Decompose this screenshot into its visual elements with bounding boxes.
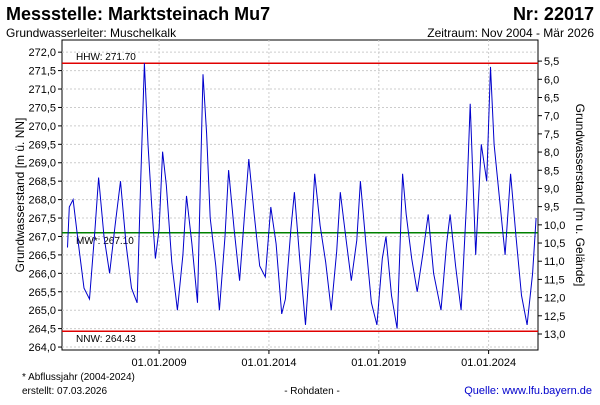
y2-tick-label: 12,5 (544, 311, 565, 323)
plot-area (61, 39, 539, 351)
y-tick-label: 269,5 (28, 139, 56, 151)
y2-tick-label: 10,0 (544, 220, 565, 232)
y2-tick-label: 6,0 (544, 74, 559, 86)
reference-label: HHW: 271.70 (76, 52, 136, 63)
y2-tick-label: 7,5 (544, 129, 559, 141)
subtitle: Grundwasserleiter: Muschelkalk (6, 26, 177, 40)
y2-axis-label: Grundwasserstand [m u. Gelände] (573, 104, 587, 287)
y2-tick-label: 9,5 (544, 202, 559, 214)
y-tick-label: 271,5 (28, 66, 56, 78)
y-axis-label: Grundwasserstand [m ü. NN] (13, 118, 27, 273)
x-tick-label: 01.01.2009 (132, 357, 187, 369)
y-tick-label: 266,5 (28, 250, 56, 262)
y-tick-label: 265,0 (28, 305, 56, 317)
footnote: * Abflussjahr (2004-2024) (22, 372, 135, 383)
period: Zeitraum: Nov 2004 - Mär 2026 (427, 26, 594, 40)
y-tick-label: 270,0 (28, 121, 56, 133)
y-tick-label: 267,0 (28, 231, 56, 243)
y2-tick-label: 13,0 (544, 329, 565, 341)
water-level-line (67, 63, 537, 329)
y2-tick-label: 5,5 (544, 56, 559, 68)
y2-tick-label: 9,0 (544, 183, 559, 195)
y-tick-label: 268,5 (28, 176, 56, 188)
source: Quelle: www.lfu.bayern.de (464, 385, 592, 397)
y2-tick-label: 10,5 (544, 238, 565, 250)
y-tick-label: 271,0 (28, 84, 56, 96)
y-tick-label: 268,0 (28, 195, 56, 207)
x-tick-label: 01.01.2019 (351, 357, 406, 369)
y-tick-label: 264,5 (28, 324, 56, 336)
y-tick-label: 269,0 (28, 158, 56, 170)
y2-tick-label: 8,5 (544, 165, 559, 177)
reference-label: NNW: 264.43 (76, 334, 136, 345)
y2-tick-label: 8,0 (544, 147, 559, 159)
y2-tick-label: 11,5 (544, 274, 565, 286)
y-tick-label: 267,5 (28, 213, 56, 225)
created-date: erstellt: 07.03.2026 (22, 386, 107, 397)
y-tick-label: 272,0 (28, 47, 56, 59)
station-number: Nr: 22017 (513, 4, 594, 24)
y2-tick-label: 6,5 (544, 92, 559, 104)
y-tick-label: 266,0 (28, 268, 56, 280)
x-tick-label: 01.01.2014 (241, 357, 296, 369)
raw-data-note: - Rohdaten - (284, 386, 340, 397)
y2-tick-label: 11,0 (544, 256, 565, 268)
x-tick-label: 01.01.2024 (461, 357, 516, 369)
y-tick-label: 264,0 (28, 342, 56, 354)
y2-tick-label: 7,0 (544, 111, 559, 123)
chart-title: Messstelle: Marktsteinach Mu7 (6, 4, 270, 24)
y2-tick-label: 12,0 (544, 293, 565, 305)
y-tick-label: 270,5 (28, 102, 56, 114)
y-tick-label: 265,5 (28, 287, 56, 299)
